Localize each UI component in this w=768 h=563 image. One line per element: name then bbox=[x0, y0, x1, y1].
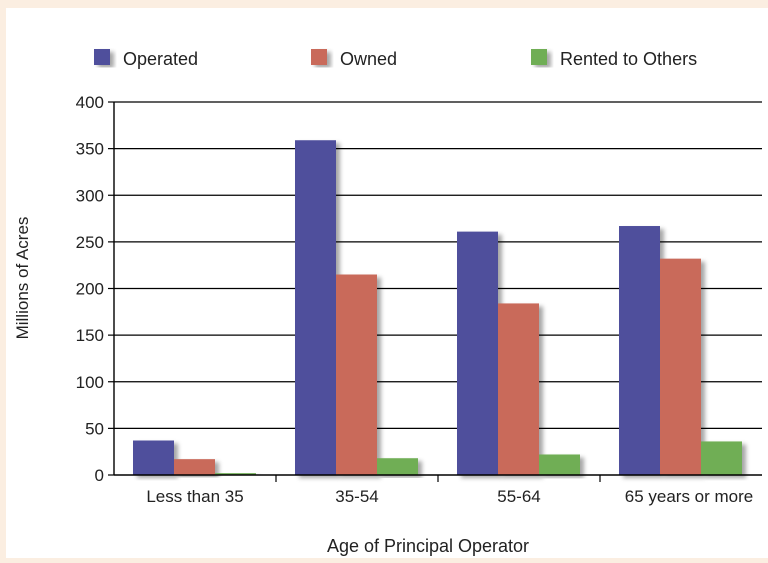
bar-rented-to-others bbox=[377, 458, 418, 475]
legend-label: Operated bbox=[123, 49, 198, 69]
bar-owned bbox=[498, 303, 539, 475]
x-tick-label: 35-54 bbox=[335, 487, 378, 506]
legend-label: Rented to Others bbox=[560, 49, 697, 69]
y-tick-label: 300 bbox=[76, 186, 104, 205]
legend: Operated Owned Rented to Others bbox=[94, 49, 697, 69]
bar-rented-to-others bbox=[701, 441, 742, 475]
y-tick-label: 0 bbox=[95, 466, 104, 485]
legend-swatch-owned bbox=[311, 49, 327, 65]
bar-operated bbox=[457, 231, 498, 475]
bar-owned bbox=[660, 258, 701, 475]
bar-operated bbox=[619, 226, 660, 475]
y-tick-label: 50 bbox=[85, 419, 104, 438]
bar-operated bbox=[295, 140, 336, 476]
gridlines bbox=[114, 101, 762, 429]
bar-operated bbox=[133, 440, 174, 475]
y-tick-label: 350 bbox=[76, 140, 104, 159]
bar-chart: Operated Owned Rented to Others 0 50 100 150 2… bbox=[13, 49, 762, 556]
y-tick-label: 250 bbox=[76, 233, 104, 252]
chart-panel: Operated Owned Rented to Others 0 50 100 150 2… bbox=[6, 8, 768, 558]
x-tick-label: Less than 35 bbox=[146, 487, 243, 506]
legend-label: Owned bbox=[340, 49, 397, 69]
bar-owned bbox=[336, 274, 377, 475]
y-tick-label: 400 bbox=[76, 93, 104, 112]
y-tick-label: 200 bbox=[76, 280, 104, 299]
y-tick-label: 150 bbox=[76, 326, 104, 345]
x-tick-label: 65 years or more bbox=[625, 487, 754, 506]
x-tick-label: 55-64 bbox=[497, 487, 540, 506]
bar-rented-to-others bbox=[215, 473, 256, 475]
axes: 0 50 100 150 200 250 300 350 400 Less than 35 35-5… bbox=[76, 93, 762, 506]
bar-rented-to-others bbox=[539, 454, 580, 475]
legend-swatch-rented-to-others bbox=[531, 49, 547, 65]
y-axis-label: Millions of Acres bbox=[13, 217, 32, 340]
x-axis-label: Age of Principal Operator bbox=[327, 536, 529, 556]
bars-group bbox=[133, 140, 742, 476]
legend-swatch-operated bbox=[94, 49, 110, 65]
y-tick-label: 100 bbox=[76, 373, 104, 392]
bar-owned bbox=[174, 459, 215, 475]
